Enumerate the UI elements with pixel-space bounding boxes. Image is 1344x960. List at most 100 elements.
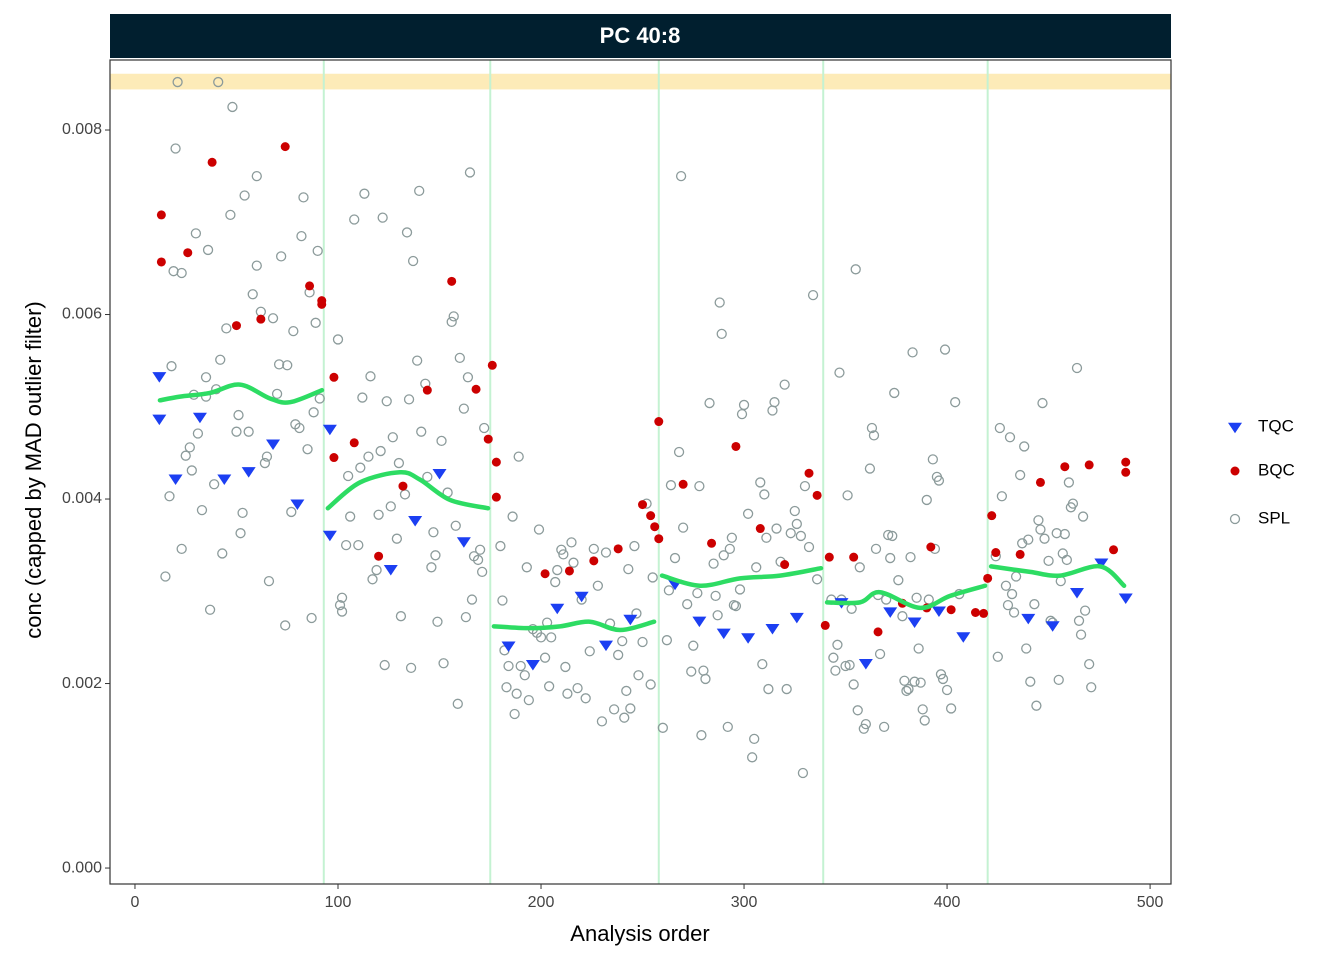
point [172,76,183,88]
point [864,463,876,474]
point [710,590,721,602]
point [375,445,386,457]
point [956,632,971,643]
point [336,592,348,603]
point [811,574,823,585]
point [675,170,687,182]
point [447,276,457,286]
point [854,562,865,573]
point [678,479,688,489]
point [458,403,470,414]
point [1055,575,1066,587]
point [696,730,707,741]
point [535,632,547,643]
point [868,430,880,441]
point [789,505,800,517]
point [280,142,290,152]
point [1075,629,1087,640]
point [168,474,183,486]
point [751,562,762,573]
point [860,718,872,730]
point [495,540,506,552]
point [539,652,551,663]
point [736,409,748,420]
point [763,683,774,695]
point [365,371,376,382]
point [979,608,989,618]
point [935,669,947,680]
point [661,635,673,646]
point [511,688,522,699]
legend-label: BQC [1258,460,1295,479]
point [377,212,388,223]
point [937,673,949,685]
point [1023,534,1034,545]
trend-line [824,583,988,611]
plot-area [110,60,1171,884]
point [282,360,293,371]
point [899,675,910,686]
legend-marker [1228,422,1242,434]
point [367,574,378,585]
point [183,248,193,258]
point [592,580,604,591]
point [231,426,242,437]
point [266,439,281,450]
point [654,417,664,427]
point [560,661,571,673]
point [288,325,299,337]
point [550,576,561,588]
point [523,694,534,706]
point [1057,548,1068,559]
point [383,564,398,576]
point [1067,498,1079,509]
point [734,584,746,595]
point [883,529,894,541]
point [371,564,382,576]
point [647,572,658,583]
point [749,733,760,745]
point [574,591,589,603]
point [355,462,366,473]
point [401,227,413,238]
point [430,550,441,561]
point [251,260,262,271]
point [190,228,202,239]
point [1118,593,1133,605]
trend-line [491,619,657,633]
point [742,508,754,519]
y-tick-label: 0.006 [62,306,102,323]
point [799,480,811,492]
point [562,688,573,699]
point [156,257,166,267]
point [781,683,792,695]
point [730,600,742,612]
point [718,550,729,561]
point [991,548,1001,558]
point [1077,511,1089,522]
point [507,511,518,522]
point [941,684,953,696]
point [1035,477,1045,487]
point [716,628,731,640]
point [926,542,936,552]
panel-border [109,59,1172,885]
point [202,244,214,256]
point [738,399,750,411]
point [785,528,796,539]
point [686,666,697,677]
point [983,573,993,583]
point [692,616,707,628]
point [885,552,896,564]
point [828,652,839,663]
point [438,658,449,669]
point [329,453,339,463]
x-tick-label: 500 [1137,894,1164,911]
point [456,537,471,548]
point [340,540,352,551]
point [166,361,177,372]
point [513,451,524,462]
point [267,313,279,324]
point [501,682,512,693]
point [832,639,843,650]
